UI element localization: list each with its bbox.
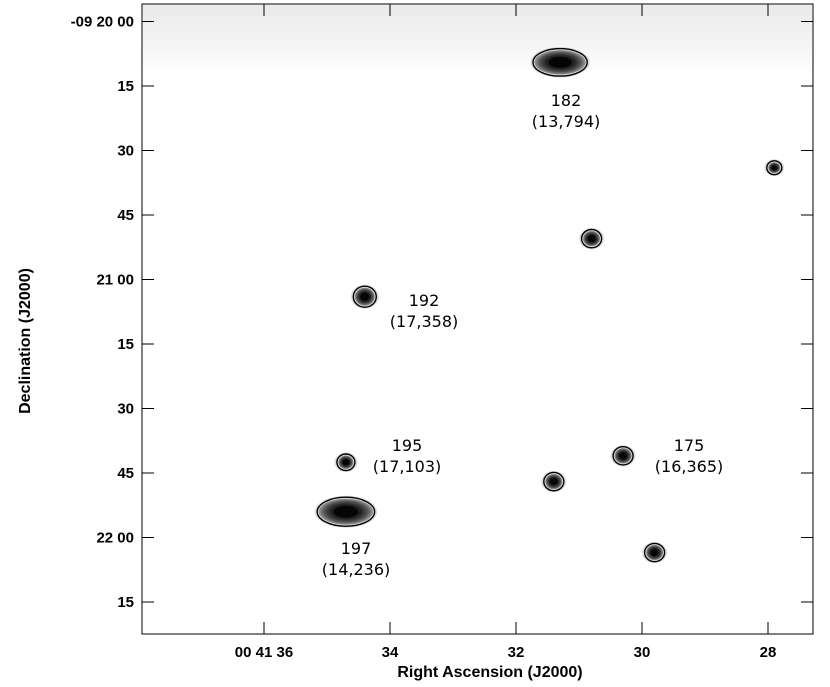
x-tick-label: 30 — [634, 644, 651, 661]
plot-frame — [141, 3, 814, 635]
y-tick-label: 15 — [117, 336, 134, 353]
source-blob — [334, 452, 358, 472]
y-tick-label: 15 — [117, 594, 134, 611]
source-blob — [610, 445, 636, 467]
source-id-label: 175 — [674, 436, 705, 455]
source-value-label: (17,103) — [373, 457, 441, 476]
x-axis-title: Right Ascension (J2000) — [397, 664, 582, 681]
source-contour — [643, 542, 666, 563]
source-peak — [549, 478, 558, 486]
source-id-label: 195 — [392, 436, 423, 455]
noise-band — [143, 5, 812, 75]
source-peak — [333, 505, 359, 518]
source-contour — [532, 47, 588, 77]
source-peak — [360, 292, 370, 301]
source-peak — [650, 549, 659, 556]
source-value-label: (17,358) — [390, 312, 458, 331]
source-peak — [548, 56, 572, 68]
source-blob — [314, 495, 378, 528]
y-tick-label: 15 — [117, 78, 134, 95]
source-blob — [541, 470, 567, 493]
source-contour — [316, 496, 376, 527]
source-contour — [580, 228, 603, 249]
source-contour — [766, 160, 783, 176]
y-tick-label: 45 — [117, 207, 134, 224]
source-id-label: 197 — [341, 539, 372, 558]
source-peak — [587, 235, 596, 243]
y-tick-label: 30 — [117, 143, 134, 160]
x-tick-label: 00 41 36 — [235, 644, 293, 661]
source-contour — [352, 285, 377, 308]
source-value-label: (13,794) — [532, 112, 600, 131]
y-tick-label: 22 00 — [96, 530, 134, 547]
source-layer: 182 (13,794) 192 (17,358) 195 (17,103) 197 (14,… — [314, 47, 785, 579]
source-id-label: 182 — [551, 91, 582, 110]
source-id-label: 192 — [409, 291, 440, 310]
source-contour — [336, 453, 356, 472]
x-tick-label: 28 — [760, 644, 777, 661]
source-blob — [642, 541, 668, 564]
source-value-label: (16,365) — [655, 457, 723, 476]
y-tick-label: 21 00 — [96, 272, 134, 289]
x-tick-label: 32 — [508, 644, 525, 661]
x-tick-label: 34 — [382, 644, 399, 661]
source-blob — [530, 47, 590, 78]
source-peak — [771, 165, 777, 171]
source-peak — [619, 452, 627, 460]
y-tick-label: 30 — [117, 401, 134, 418]
x-ticks: 00 41 36 34 32 30 28 — [235, 4, 777, 661]
y-tick-label: -09 20 00 — [71, 14, 134, 31]
source-blob — [579, 228, 605, 250]
source-contour — [543, 471, 565, 492]
source-peak — [342, 459, 350, 466]
y-axis-title: Declination (J2000) — [17, 268, 34, 414]
source-contour — [612, 445, 634, 466]
y-ticks: -09 20 00 15 30 45 21 00 15 30 45 22 00 15 — [71, 14, 813, 611]
source-blob — [764, 159, 785, 177]
source-value-label: (14,236) — [322, 560, 390, 579]
y-tick-label: 45 — [117, 465, 134, 482]
source-blob — [350, 284, 379, 309]
